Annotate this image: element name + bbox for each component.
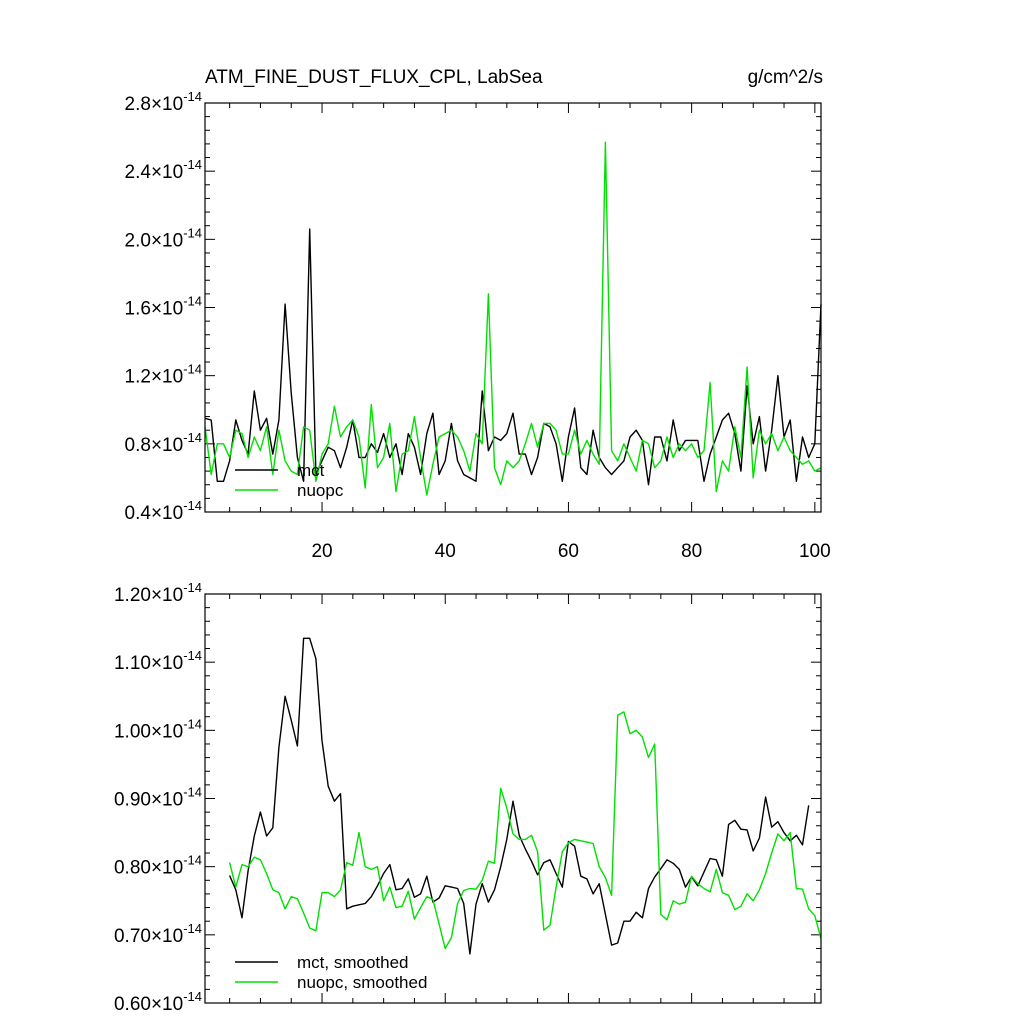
x-tick-label: 100 <box>799 541 831 562</box>
y-tick-label: 1.00×10-14 <box>114 716 202 742</box>
top-x-tick-labels: 20 40 60 80 100 <box>311 541 830 562</box>
y-tick-label: 0.90×10-14 <box>114 785 202 811</box>
y-tick-label: 2.4×10-14 <box>125 157 202 183</box>
y-tick-label: 0.8×10-14 <box>125 430 202 456</box>
legend-label-nuopc-smoothed: nuopc, smoothed <box>297 973 427 992</box>
top-y-tick-labels: 0.4×10-14 0.8×10-14 1.2×10-14 1.6×10-14 2.0×… <box>125 89 202 524</box>
bottom-y-tick-labels: 0.60×10-14 0.70×10-14 0.80×10-14 0.90×10-14… <box>114 580 202 1015</box>
y-tick-label: 0.60×10-14 <box>114 989 202 1015</box>
y-tick-label: 0.80×10-14 <box>114 853 202 879</box>
legend-label-mct: mct <box>297 461 325 480</box>
y-tick-label: 1.2×10-14 <box>125 362 202 388</box>
x-tick-label: 20 <box>311 541 332 562</box>
x-tick-label: 80 <box>681 541 702 562</box>
top-panel: ATM_FINE_DUST_FLUX_CPL, LabSea g/cm^2/s … <box>125 67 831 562</box>
top-series <box>204 141 822 496</box>
x-tick-label: 60 <box>558 541 579 562</box>
bottom-series <box>228 637 822 955</box>
bottom-ticks <box>205 593 821 1004</box>
y-tick-label: 0.4×10-14 <box>125 498 202 524</box>
chart-title: ATM_FINE_DUST_FLUX_CPL, LabSea <box>205 67 543 88</box>
bottom-plot-frame <box>204 593 822 1004</box>
y-tick-label: 1.6×10-14 <box>125 294 202 320</box>
y-tick-label: 0.70×10-14 <box>114 921 202 947</box>
y-tick-label: 2.0×10-14 <box>125 225 202 251</box>
series-line-mct-smoothed <box>228 637 810 955</box>
top-plot-frame <box>204 102 822 513</box>
bottom-panel: 0.60×10-14 0.70×10-14 0.80×10-14 0.90×10-14… <box>114 580 822 1015</box>
bottom-legend: mct, smoothed nuopc, smoothed <box>235 953 427 992</box>
series-line-nuopc-smoothed <box>228 711 822 950</box>
y-tick-label: 2.8×10-14 <box>125 89 202 115</box>
legend-label-nuopc: nuopc <box>297 481 344 500</box>
units-label: g/cm^2/s <box>748 67 823 88</box>
series-line-nuopc <box>204 141 822 496</box>
x-tick-label: 40 <box>435 541 456 562</box>
top-legend: mct nuopc <box>235 461 344 500</box>
series-line-mct <box>204 228 822 486</box>
y-tick-label: 1.10×10-14 <box>114 648 202 674</box>
legend-label-mct-smoothed: mct, smoothed <box>297 953 409 972</box>
y-tick-label: 1.20×10-14 <box>114 580 202 606</box>
